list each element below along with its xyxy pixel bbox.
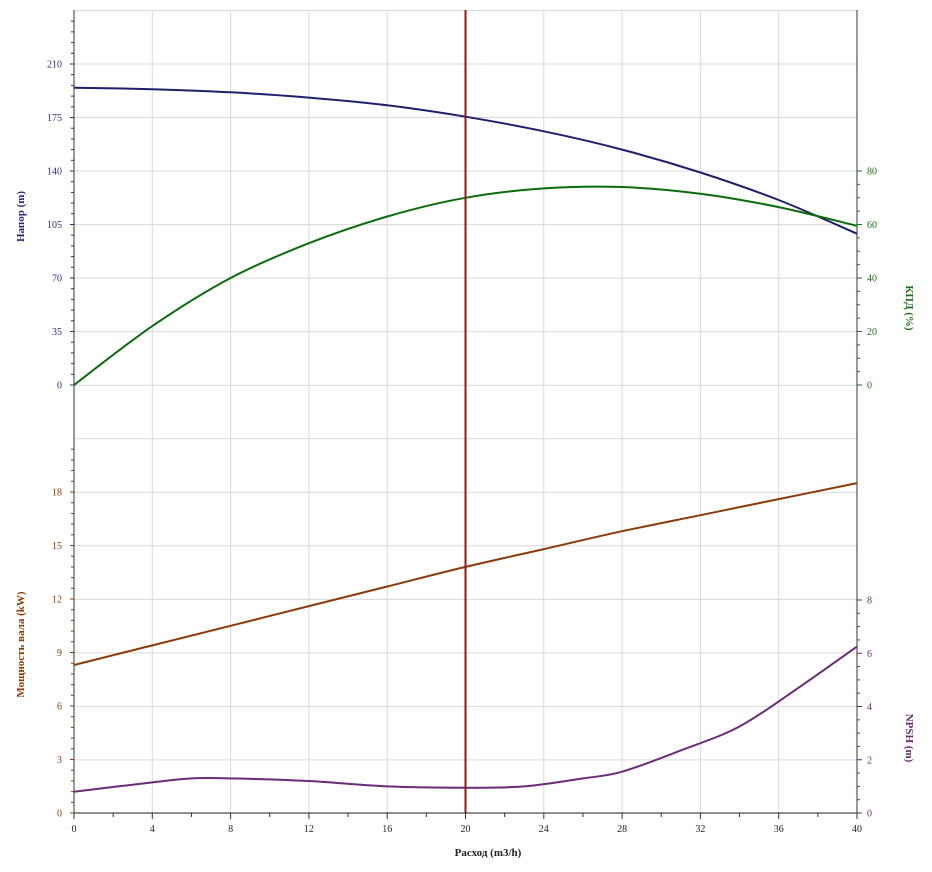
tick-labels: 0 4 8 12 16 20 24 28 32 36 40035701051401752100204…	[15, 60, 915, 836]
x-tick-label: 24	[539, 824, 549, 835]
left-tick-label: 210	[47, 60, 62, 71]
left-tick-label: 0	[57, 381, 62, 392]
right-axis-title-efficiency: КПД (%)	[903, 285, 915, 331]
left-tick-label: 0	[57, 809, 62, 820]
left-tick-label: 6	[57, 702, 62, 713]
x-tick-label: 12	[304, 824, 314, 835]
right-tick-label: 60	[867, 220, 877, 231]
right-tick-label: 40	[867, 274, 877, 285]
x-tick-label: 32	[695, 824, 705, 835]
left-tick-label: 70	[52, 274, 62, 285]
x-axis-title: Расход (m3/h)	[455, 847, 522, 859]
x-tick-label: 28	[617, 824, 627, 835]
x-tick-label: 16	[382, 824, 392, 835]
right-tick-label: 0	[867, 809, 872, 820]
left-axis-title-head: Напор (m)	[15, 191, 27, 242]
right-tick-label: 4	[867, 702, 872, 713]
x-tick-label: 36	[774, 824, 784, 835]
right-tick-label: 2	[867, 755, 872, 766]
left-tick-label: 175	[47, 113, 62, 124]
right-tick-label: 6	[867, 649, 872, 660]
left-tick-label: 18	[52, 488, 62, 499]
efficiency-curve	[73, 185, 858, 386]
left-tick-label: 140	[47, 167, 62, 178]
npsh-curve	[73, 645, 858, 793]
head-curve	[73, 86, 858, 235]
x-tick-label: 0	[72, 824, 77, 835]
right-tick-label: 0	[867, 381, 872, 392]
x-tick-label: 8	[228, 824, 233, 835]
x-tick-label: 40	[852, 824, 862, 835]
left-tick-label: 15	[52, 541, 62, 552]
x-tick-label: 4	[150, 824, 155, 835]
left-tick-label: 105	[47, 220, 62, 231]
left-tick-label: 3	[57, 755, 62, 766]
right-tick-label: 80	[867, 167, 877, 178]
x-tick-label: 20	[461, 824, 471, 835]
left-tick-label: 12	[52, 595, 62, 606]
left-axis-title-power: Мощность вала (kW)	[15, 591, 27, 697]
right-tick-label: 8	[867, 596, 872, 607]
right-axis-title-npsh: NPSH (m)	[903, 714, 915, 763]
right-tick-label: 20	[867, 327, 877, 338]
left-tick-label: 35	[52, 327, 62, 338]
left-tick-label: 9	[57, 648, 62, 659]
